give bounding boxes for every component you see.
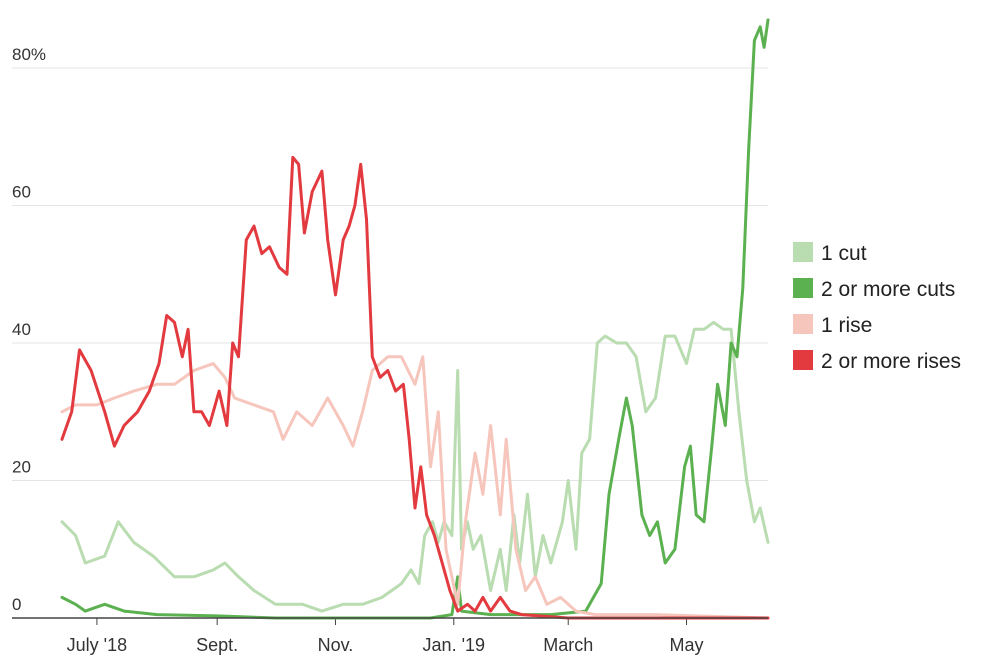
y-tick-label: 40 — [12, 320, 31, 339]
legend-swatch — [793, 242, 813, 262]
legend: 1 cut 2 or more cuts 1 rise 2 or more rises — [793, 242, 961, 373]
series-line-2-or-more-cuts — [60, 18, 770, 620]
legend-swatch — [793, 350, 813, 370]
series-line-1-cut — [60, 320, 770, 613]
legend-swatch — [793, 278, 813, 298]
y-tick-label: 0 — [12, 595, 21, 614]
y-tick-label: 20 — [12, 458, 31, 477]
x-tick-label: Jan. '19 — [423, 635, 485, 655]
x-tick-label: Nov. — [318, 635, 354, 655]
legend-label: 1 rise — [821, 314, 872, 337]
x-tick-label: March — [543, 635, 593, 655]
y-axis-ticks: 0 20 40 60 80% — [12, 45, 46, 614]
y-tick-label: 60 — [12, 183, 31, 202]
x-tick-label: May — [670, 635, 704, 655]
legend-swatch — [793, 314, 813, 334]
x-axis-ticks: July '18 Sept. Nov. Jan. '19 March May — [67, 618, 704, 655]
grid-lines — [12, 67, 768, 481]
y-tick-label: 80% — [12, 45, 46, 64]
series-line-1-rise — [60, 355, 770, 620]
legend-label: 2 or more rises — [821, 350, 961, 373]
series-lines — [60, 18, 770, 620]
x-tick-label: July '18 — [67, 635, 127, 655]
x-tick-label: Sept. — [196, 635, 238, 655]
series-line-2-or-more-rises — [60, 155, 770, 620]
legend-label: 2 or more cuts — [821, 278, 955, 301]
legend-label: 1 cut — [821, 242, 867, 265]
